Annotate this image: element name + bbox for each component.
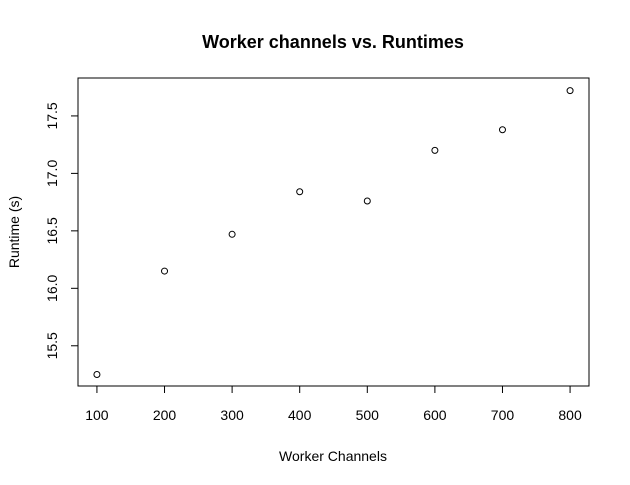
data-point-400 [296,188,304,196]
y-axis: 15.5 16.0 16.5 17.0 17.5 [44,102,79,359]
x-tick-label-200: 200 [153,407,177,423]
y-tick-label-16.0: 16.0 [44,274,60,301]
y-tick-label-17.5: 17.5 [44,102,60,129]
y-tick-label-16.5: 16.5 [44,217,60,244]
x-tick-label-500: 500 [356,407,380,423]
y-tick-label-17.0: 17.0 [44,160,60,187]
plot-frame [77,77,590,387]
x-axis: 100 200 300 400 500 600 700 800 [85,385,582,423]
y-axis-label: Runtime (s) [6,196,22,268]
data-point-200 [161,267,169,275]
data-point-500 [363,197,371,205]
x-tick-label-300: 300 [220,407,244,423]
data-point-300 [228,230,236,238]
chart-title: Worker channels vs. Runtimes [202,32,464,52]
x-tick-label-600: 600 [423,407,447,423]
x-tick-label-700: 700 [491,407,515,423]
y-tick-label-15.5: 15.5 [44,332,60,359]
x-tick-label-100: 100 [85,407,109,423]
data-point-100 [93,371,101,379]
data-points [93,87,574,379]
data-point-700 [498,126,506,134]
x-tick-label-400: 400 [288,407,312,423]
x-axis-label: Worker Channels [279,448,387,464]
x-tick-label-800: 800 [558,407,582,423]
data-point-800 [566,87,574,95]
data-point-600 [431,146,439,154]
